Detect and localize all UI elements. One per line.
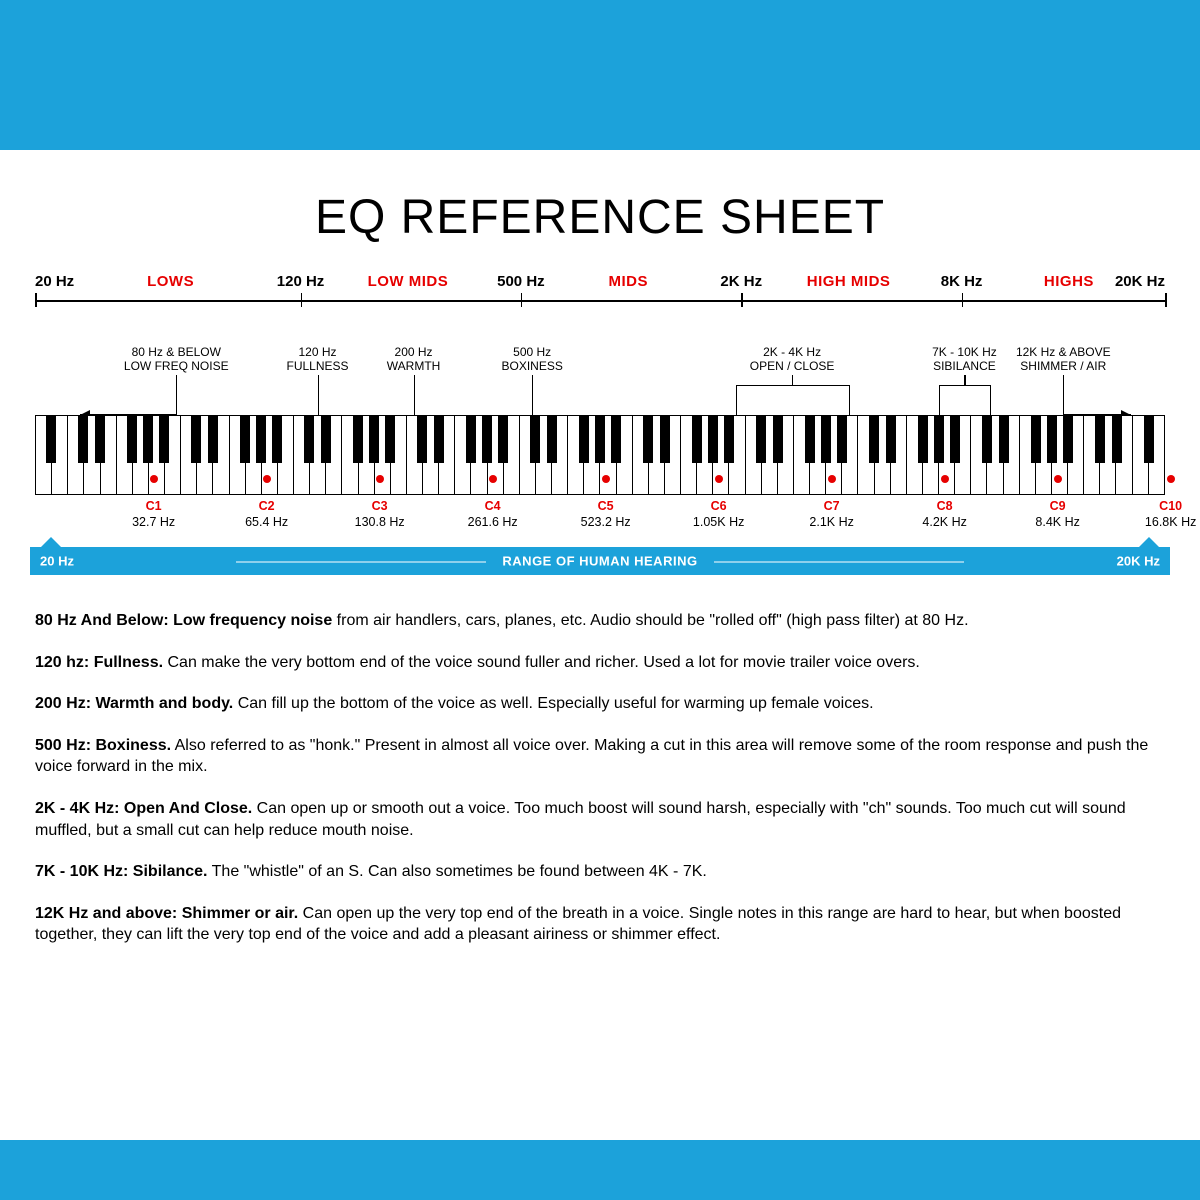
eq-description-item: 80 Hz And Below: Low frequency noise fro… bbox=[35, 610, 1165, 632]
c-note-dot bbox=[1167, 475, 1175, 483]
c-note-dot bbox=[489, 475, 497, 483]
hearing-mid-label: RANGE OF HUMAN HEARING bbox=[502, 554, 697, 569]
piano-keyboard: C132.7 Hz C265.4 Hz C3130.8 Hz C4261.6 Hz C5… bbox=[35, 415, 1165, 539]
eq-descriptions: 80 Hz And Below: Low frequency noise fro… bbox=[30, 610, 1170, 946]
hearing-max-label: 20K Hz bbox=[1117, 554, 1160, 569]
c-note-label: C61.05K Hz bbox=[693, 499, 744, 530]
callout-label: 12K Hz & ABOVESHIMMER / AIR bbox=[1016, 345, 1111, 374]
eq-description-item: 500 Hz: Boxiness. Also referred to as "h… bbox=[35, 735, 1165, 778]
axis-tick-label: 120 Hz bbox=[277, 273, 325, 290]
frequency-callouts: 80 Hz & BELOWLOW FREQ NOISE 120 HzFULLNES… bbox=[35, 345, 1165, 415]
axis-band-label: HIGH MIDS bbox=[807, 273, 891, 290]
eq-description-item: 12K Hz and above: Shimmer or air. Can op… bbox=[35, 903, 1165, 946]
bottom-bar bbox=[0, 1140, 1200, 1200]
c-note-label: C5523.2 Hz bbox=[581, 499, 631, 530]
c-note-dot bbox=[602, 475, 610, 483]
c-note-dot bbox=[715, 475, 723, 483]
axis-tick-label: 20 Hz bbox=[35, 273, 74, 290]
c-note-dot bbox=[150, 475, 158, 483]
c-note-dot bbox=[263, 475, 271, 483]
axis-tick-label: 500 Hz bbox=[497, 273, 545, 290]
eq-description-item: 120 hz: Fullness. Can make the very bott… bbox=[35, 652, 1165, 674]
c-note-label: C84.2K Hz bbox=[922, 499, 966, 530]
callout-label: 120 HzFULLNESS bbox=[286, 345, 348, 374]
eq-description-item: 2K - 4K Hz: Open And Close. Can open up … bbox=[35, 798, 1165, 841]
c-note-dot bbox=[376, 475, 384, 483]
frequency-axis: 20 Hz 120 Hz 500 Hz 2K Hz 8K Hz 20K Hz LOWS LOW… bbox=[35, 275, 1165, 315]
axis-band-label: LOW MIDS bbox=[368, 273, 449, 290]
page-title: EQ REFERENCE SHEET bbox=[30, 190, 1170, 245]
eq-description-item: 7K - 10K Hz: Sibilance. The "whistle" of… bbox=[35, 861, 1165, 883]
axis-tick-label: 2K Hz bbox=[720, 273, 762, 290]
c-note-label: C4261.6 Hz bbox=[468, 499, 518, 530]
c-note-dot bbox=[828, 475, 836, 483]
hearing-range-bar: 20 Hz RANGE OF HUMAN HEARING 20K Hz bbox=[30, 547, 1170, 575]
axis-band-label: MIDS bbox=[609, 273, 649, 290]
eq-description-item: 200 Hz: Warmth and body. Can fill up the… bbox=[35, 693, 1165, 715]
c-note-label: C3130.8 Hz bbox=[355, 499, 405, 530]
callout-label: 200 HzWARMTH bbox=[387, 345, 441, 374]
c-note-dot bbox=[1054, 475, 1062, 483]
c-note-label: C72.1K Hz bbox=[809, 499, 853, 530]
axis-band-label: HIGHS bbox=[1044, 273, 1094, 290]
callout-label: 7K - 10K HzSIBILANCE bbox=[932, 345, 997, 374]
axis-tick-label: 20K Hz bbox=[1115, 273, 1165, 290]
top-bar bbox=[0, 0, 1200, 150]
callout-label: 80 Hz & BELOWLOW FREQ NOISE bbox=[124, 345, 229, 374]
c-note-label: C1016.8K Hz bbox=[1145, 499, 1196, 530]
c-note-label: C132.7 Hz bbox=[132, 499, 175, 530]
axis-tick-label: 8K Hz bbox=[941, 273, 983, 290]
c-note-dot bbox=[941, 475, 949, 483]
c-note-label: C98.4K Hz bbox=[1035, 499, 1079, 530]
callout-label: 500 HzBOXINESS bbox=[502, 345, 563, 374]
callout-label: 2K - 4K HzOPEN / CLOSE bbox=[750, 345, 835, 374]
axis-band-label: LOWS bbox=[147, 273, 194, 290]
c-note-label: C265.4 Hz bbox=[245, 499, 288, 530]
reference-sheet: EQ REFERENCE SHEET 20 Hz 120 Hz 500 Hz 2K H… bbox=[0, 150, 1200, 996]
